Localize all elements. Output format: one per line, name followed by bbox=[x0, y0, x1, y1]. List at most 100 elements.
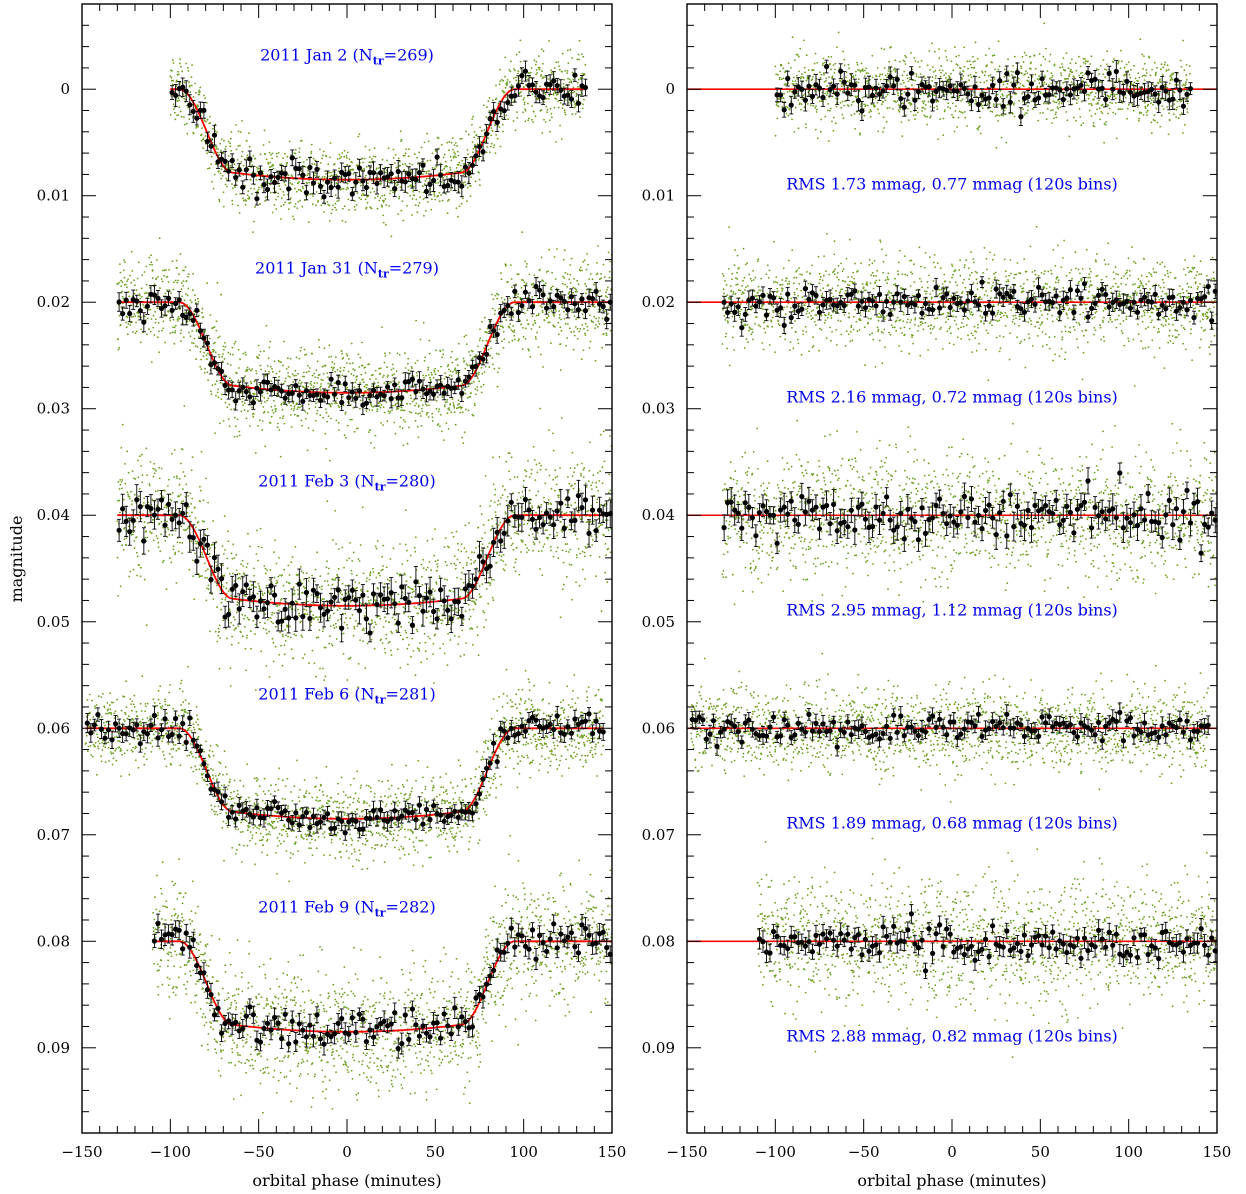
raw-point bbox=[424, 641, 427, 644]
raw-point bbox=[518, 79, 521, 82]
raw-point bbox=[224, 148, 227, 151]
raw-point bbox=[169, 319, 172, 322]
raw-point bbox=[310, 624, 312, 627]
raw-point bbox=[407, 185, 410, 188]
raw-point bbox=[162, 559, 165, 562]
raw-point bbox=[423, 359, 426, 362]
raw-point bbox=[203, 520, 206, 523]
raw-point bbox=[140, 316, 143, 319]
raw-point bbox=[152, 269, 154, 271]
raw-point bbox=[268, 370, 270, 373]
raw-point bbox=[535, 463, 538, 466]
raw-point bbox=[248, 145, 251, 148]
raw-point bbox=[494, 493, 496, 496]
raw-point bbox=[601, 466, 604, 469]
raw-point bbox=[124, 283, 127, 286]
raw-point bbox=[417, 612, 419, 615]
raw-point bbox=[177, 97, 180, 100]
raw-point bbox=[235, 124, 237, 126]
raw-point bbox=[341, 188, 343, 190]
raw-point bbox=[331, 402, 333, 405]
raw-point bbox=[134, 315, 137, 317]
raw-point bbox=[256, 399, 259, 401]
raw-point bbox=[548, 533, 551, 536]
raw-point bbox=[456, 145, 458, 147]
raw-point bbox=[368, 603, 371, 605]
raw-point bbox=[459, 561, 461, 564]
raw-point bbox=[87, 714, 90, 716]
raw-point bbox=[447, 363, 450, 366]
raw-point bbox=[574, 501, 577, 504]
raw-point bbox=[284, 640, 287, 642]
raw-point bbox=[235, 148, 238, 151]
raw-point bbox=[420, 563, 423, 566]
raw-point bbox=[264, 613, 267, 615]
raw-point bbox=[215, 148, 218, 150]
raw-point bbox=[421, 410, 424, 413]
raw-point bbox=[303, 608, 306, 611]
raw-point bbox=[572, 512, 574, 515]
raw-point bbox=[143, 497, 146, 500]
raw-point bbox=[128, 495, 131, 498]
raw-point bbox=[548, 311, 550, 314]
raw-point bbox=[567, 77, 569, 80]
raw-point bbox=[561, 282, 564, 285]
raw-point bbox=[266, 632, 268, 635]
raw-point bbox=[508, 524, 511, 526]
raw-point bbox=[276, 155, 278, 158]
raw-point bbox=[477, 137, 479, 140]
raw-point bbox=[524, 109, 527, 112]
raw-point bbox=[136, 277, 139, 280]
raw-point bbox=[313, 372, 315, 375]
raw-point bbox=[138, 316, 141, 318]
raw-point bbox=[410, 180, 413, 183]
raw-point bbox=[562, 86, 565, 88]
raw-point bbox=[342, 632, 345, 635]
raw-point bbox=[406, 647, 409, 650]
raw-point bbox=[269, 569, 272, 571]
raw-point bbox=[429, 159, 432, 162]
raw-point bbox=[477, 373, 480, 376]
raw-point bbox=[232, 543, 235, 546]
raw-point bbox=[349, 542, 351, 544]
raw-point bbox=[482, 523, 485, 526]
raw-point bbox=[269, 617, 272, 620]
raw-point bbox=[414, 536, 417, 539]
raw-point bbox=[575, 95, 578, 97]
raw-point bbox=[288, 582, 291, 585]
raw-point bbox=[566, 543, 568, 545]
raw-point bbox=[272, 164, 275, 167]
raw-point bbox=[609, 435, 611, 437]
raw-point bbox=[353, 625, 356, 628]
raw-point bbox=[526, 522, 529, 525]
raw-point bbox=[405, 148, 407, 151]
raw-point bbox=[303, 386, 306, 389]
raw-point bbox=[457, 154, 460, 157]
raw-point bbox=[130, 250, 133, 253]
raw-point bbox=[308, 407, 311, 410]
raw-point bbox=[133, 292, 136, 295]
raw-point bbox=[380, 182, 383, 185]
raw-point bbox=[375, 378, 377, 380]
raw-point bbox=[522, 327, 524, 329]
raw-point bbox=[468, 618, 471, 621]
raw-point bbox=[497, 524, 500, 526]
raw-point bbox=[602, 263, 605, 266]
raw-point bbox=[303, 371, 305, 374]
raw-point bbox=[546, 297, 549, 300]
raw-point bbox=[363, 614, 366, 617]
raw-point bbox=[517, 295, 519, 298]
raw-point bbox=[219, 422, 221, 425]
raw-point bbox=[189, 492, 192, 495]
raw-point bbox=[271, 637, 274, 640]
raw-point bbox=[397, 407, 400, 410]
raw-point bbox=[546, 317, 549, 319]
raw-point bbox=[559, 102, 562, 104]
raw-point bbox=[558, 316, 561, 319]
raw-point bbox=[388, 579, 391, 582]
raw-point bbox=[179, 493, 182, 496]
raw-point bbox=[284, 201, 286, 204]
raw-point bbox=[320, 383, 322, 385]
raw-point bbox=[305, 353, 308, 356]
raw-point bbox=[453, 562, 456, 565]
